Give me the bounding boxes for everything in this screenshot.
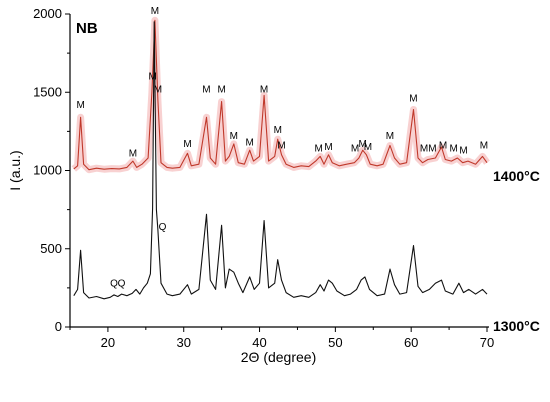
y-tick-label: 1500 xyxy=(33,84,62,99)
y-tick-label: 500 xyxy=(40,241,62,256)
peak-label-q: Q xyxy=(110,278,118,289)
peak-label-m: M xyxy=(324,142,332,153)
y-axis-title: I (a.u.) xyxy=(7,150,23,190)
x-tick-label: 50 xyxy=(328,335,342,350)
peak-label-m: M xyxy=(277,141,285,152)
peak-label-m: M xyxy=(202,84,210,95)
peak-label-m: M xyxy=(420,144,428,155)
x-tick-label: 40 xyxy=(252,335,266,350)
peak-label-m: M xyxy=(358,139,366,150)
y-axis-ticks: 0 500 1000 1500 2000 xyxy=(33,6,70,334)
peak-label-m: M xyxy=(386,131,394,142)
series-line-1 xyxy=(73,21,488,300)
x-axis-title: 2Θ (degree) xyxy=(241,349,316,365)
peak-label-m: M xyxy=(364,142,372,153)
peak-label-m: M xyxy=(76,100,84,111)
peak-label-m: M xyxy=(459,145,467,156)
peak-label-m: M xyxy=(246,137,254,148)
y-tick-label: 0 xyxy=(55,319,62,334)
peak-label-m: M xyxy=(315,144,323,155)
peak-label-m: M xyxy=(183,139,191,150)
plot-frame xyxy=(69,14,489,328)
peak-label-m: M xyxy=(148,72,156,83)
y-tick-label: 1000 xyxy=(33,163,62,178)
panel-label: NB xyxy=(76,20,98,37)
x-axis-ticks: 20 30 40 50 60 70 xyxy=(69,327,494,350)
series-label-1400: 1400°C xyxy=(493,168,540,184)
peak-label-m: M xyxy=(129,148,137,159)
peak-label-m: M xyxy=(230,131,238,142)
peak-label-q: Q xyxy=(118,278,126,289)
series-label-1300: 1300°C xyxy=(493,318,540,334)
peak-label-m: M xyxy=(480,141,488,152)
peak-label-m: M xyxy=(351,144,359,155)
peak-label-m: M xyxy=(154,84,162,95)
x-tick-label: 30 xyxy=(176,335,190,350)
peak-label-m: M xyxy=(260,84,268,95)
x-tick-label: 20 xyxy=(101,335,115,350)
peak-label-m: M xyxy=(151,6,159,17)
x-tick-label: 70 xyxy=(480,335,494,350)
peak-label-m: M xyxy=(217,84,225,95)
peak-label-m: M xyxy=(449,144,457,155)
series-layer xyxy=(71,16,490,300)
peak-label-m: M xyxy=(439,141,447,152)
peak-label-m: M xyxy=(428,144,436,155)
x-tick-label: 60 xyxy=(404,335,418,350)
y-tick-label: 2000 xyxy=(33,6,62,21)
series-line-0 xyxy=(73,19,488,171)
peak-label-m: M xyxy=(409,94,417,105)
peak-label-m: M xyxy=(274,125,282,136)
peak-label-q: Q xyxy=(159,222,167,233)
